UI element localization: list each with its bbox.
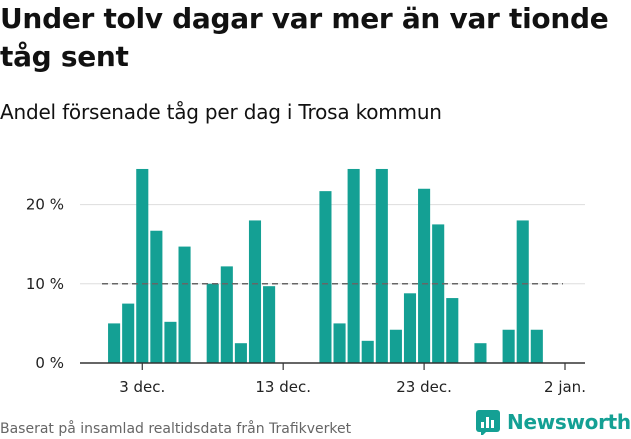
bar (178, 246, 191, 363)
bar (263, 286, 276, 363)
bar (446, 298, 459, 363)
bar (389, 329, 402, 363)
chart-subtitle: Andel försenade tåg per dag i Trosa komm… (0, 100, 442, 124)
bar (122, 303, 135, 363)
newsworthy-logo[interactable]: Newsworthy (475, 408, 631, 436)
source-footer: Baserat på insamlad realtidsdata från Tr… (0, 421, 352, 437)
bar (432, 224, 445, 363)
newsworthy-logo-text: Newsworthy (507, 410, 631, 434)
bar (418, 188, 431, 363)
bar (403, 293, 417, 363)
y-axis-ticks: 0 % 10 % 20 % (26, 196, 64, 372)
x-tick-label: 23 dec. (396, 378, 452, 396)
bar (516, 220, 529, 363)
y-tick-label: 20 % (26, 196, 64, 214)
bar (164, 321, 177, 363)
bar (234, 343, 247, 363)
bars (108, 168, 543, 363)
bar (136, 168, 149, 363)
bar (248, 220, 262, 363)
bar (375, 168, 388, 363)
bar (150, 230, 163, 363)
x-tick-label: 3 dec. (119, 378, 165, 396)
bar (333, 323, 346, 363)
bar (474, 343, 487, 363)
x-tick-label: 2 jan. (544, 378, 586, 396)
newsworthy-logo-icon (476, 410, 500, 435)
bar (108, 323, 121, 363)
bar (220, 266, 233, 363)
bar (530, 329, 543, 363)
bar (347, 168, 360, 363)
bar (361, 340, 374, 363)
x-tick-label: 13 dec. (255, 378, 311, 396)
bar (319, 191, 332, 363)
chart-title: Under tolv dagar var mer än var tionde t… (0, 2, 609, 73)
y-tick-label: 10 % (26, 275, 64, 293)
x-axis-ticks: 3 dec. 13 dec. 23 dec. 2 jan. (80, 362, 586, 396)
bar (206, 283, 219, 363)
y-tick-label: 0 % (35, 354, 64, 372)
bar (502, 329, 515, 363)
